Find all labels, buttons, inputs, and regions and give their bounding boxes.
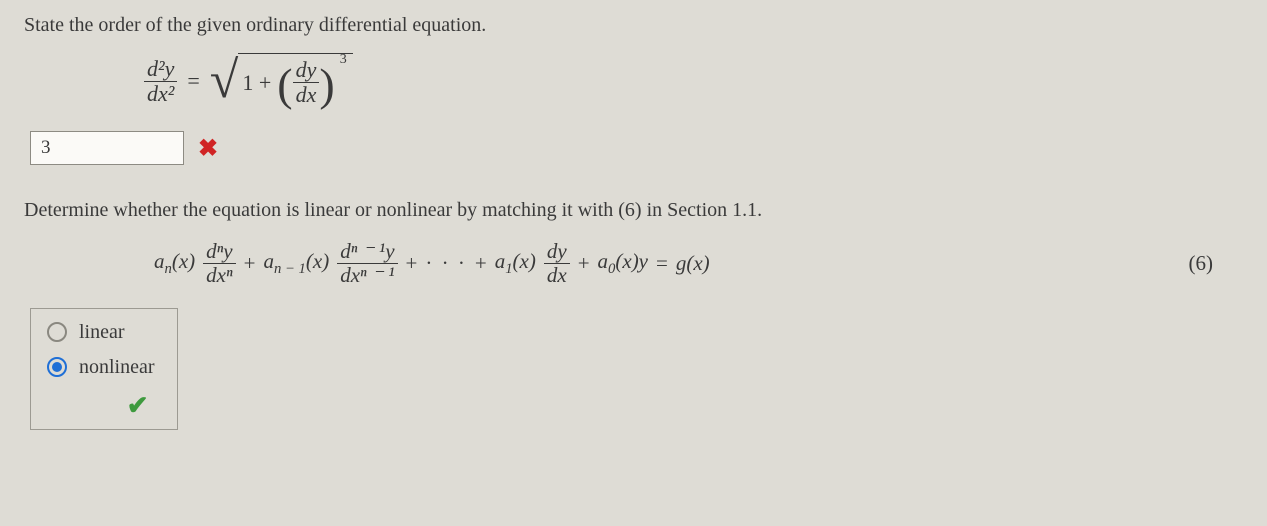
option-label: linear <box>79 321 125 344</box>
option-nonlinear[interactable]: nonlinear <box>47 356 155 379</box>
correct-icon: ✔ <box>127 391 149 420</box>
incorrect-icon: ✖ <box>198 134 218 163</box>
equals-sign: = <box>187 68 199 94</box>
answer-row-1: ✖ <box>30 131 1243 165</box>
option-linear[interactable]: linear <box>47 321 155 344</box>
option-label: nonlinear <box>79 356 155 379</box>
linearity-option-group: linear nonlinear ✔ <box>30 308 178 430</box>
paren-term: ( dy dx ) 3 <box>277 58 334 107</box>
sqrt-expression: √ 1 + ( dy dx ) 3 <box>210 53 353 109</box>
radical-sign: √ <box>210 55 239 111</box>
linear-form-equation: an(x) dⁿy dxⁿ + an − 1(x) dⁿ ⁻ ¹y dxⁿ ⁻ … <box>24 240 1243 287</box>
radio-unselected-icon <box>47 322 67 342</box>
radio-selected-icon <box>47 357 67 377</box>
ode-equation: d²y dx² = √ 1 + ( dy dx ) 3 <box>24 53 1243 109</box>
lhs-fraction: d²y dx² <box>144 57 177 106</box>
order-input[interactable] <box>30 131 184 165</box>
equation-number: (6) <box>1189 251 1244 276</box>
part2-prompt: Determine whether the equation is linear… <box>24 199 1243 222</box>
part1-prompt: State the order of the given ordinary di… <box>24 14 1243 37</box>
